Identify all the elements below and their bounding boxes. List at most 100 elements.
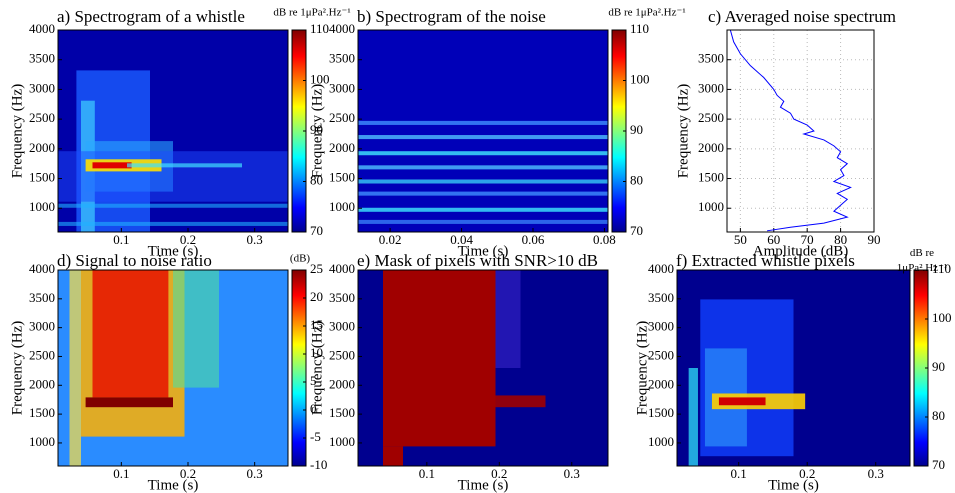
panel-title: a) Spectrogram of a whistle bbox=[57, 7, 245, 26]
x-tick-label: 0.3 bbox=[868, 466, 884, 481]
x-tick-label: 90 bbox=[868, 232, 881, 247]
spectrogram-texture bbox=[358, 207, 608, 212]
y-tick-label: 2000 bbox=[29, 140, 55, 155]
colorbar-tick-label: 15 bbox=[310, 317, 323, 332]
y-tick-label: 3000 bbox=[29, 319, 55, 334]
spectrogram-texture bbox=[358, 219, 608, 224]
y-tick-label: 2000 bbox=[329, 140, 355, 155]
colorbar-label: dB re 1μPa².Hz⁻¹ bbox=[273, 7, 350, 19]
spectrogram-texture bbox=[58, 151, 288, 202]
y-tick-label: 3000 bbox=[329, 319, 355, 334]
spectrogram-texture bbox=[688, 368, 698, 466]
y-tick-label: 3500 bbox=[698, 51, 724, 66]
x-axis-label: Time (s) bbox=[148, 243, 199, 259]
colorbar-tick-label: 110 bbox=[310, 21, 329, 36]
y-axis-label: Frequency (Hz) bbox=[309, 84, 325, 179]
x-tick-label: 0.2 bbox=[180, 232, 196, 247]
spectrum-line bbox=[729, 29, 852, 232]
y-tick-label: 2500 bbox=[329, 110, 355, 125]
colorbar-tick-label: 5 bbox=[310, 373, 317, 388]
y-tick-label: 1000 bbox=[698, 199, 724, 214]
x-tick-label: 0.02 bbox=[379, 232, 402, 247]
x-tick-label: 0.1 bbox=[419, 466, 435, 481]
colorbar-label: dB re 1μPa².Hz⁻¹ bbox=[608, 7, 685, 19]
y-tick-label: 2500 bbox=[698, 110, 724, 125]
y-tick-label: 1000 bbox=[29, 199, 55, 214]
y-tick-label: 1500 bbox=[29, 405, 55, 420]
x-tick-label: 0.08 bbox=[593, 232, 616, 247]
y-axis-label: Frequency (Hz) bbox=[9, 84, 25, 179]
y-tick-label: 3500 bbox=[329, 290, 355, 305]
colorbar-label-line: dB re bbox=[910, 247, 934, 259]
y-tick-label: 2000 bbox=[648, 376, 674, 391]
panel-title: b) Spectrogram of the noise bbox=[357, 7, 546, 26]
y-axis-label: Frequency (Hz) bbox=[309, 321, 325, 416]
colorbar-tick-label: 80 bbox=[932, 408, 945, 423]
x-tick-label: 0.2 bbox=[491, 466, 507, 481]
spectrogram-texture bbox=[92, 270, 169, 398]
y-tick-label: 4000 bbox=[648, 261, 674, 276]
axes-box bbox=[357, 269, 609, 467]
spectrogram-texture bbox=[358, 151, 608, 156]
colorbar-tick-label: 100 bbox=[310, 71, 330, 86]
spectrogram-texture bbox=[85, 397, 173, 408]
y-tick-label: 4000 bbox=[329, 261, 355, 276]
colorbar-tick-label: 70 bbox=[310, 223, 323, 238]
x-axis-label: Time (s) bbox=[458, 243, 509, 259]
spectrogram-texture bbox=[92, 162, 132, 169]
y-tick-label: 3500 bbox=[329, 51, 355, 66]
y-tick-label: 3500 bbox=[29, 290, 55, 305]
y-tick-label: 2500 bbox=[648, 347, 674, 362]
x-tick-label: 0.3 bbox=[564, 466, 580, 481]
colorbar-tick-label: 110 bbox=[932, 261, 951, 276]
spectrogram-texture bbox=[495, 270, 521, 368]
colorbar-tick-label: 10 bbox=[310, 345, 323, 360]
x-tick-label: 80 bbox=[834, 232, 847, 247]
y-tick-label: 4000 bbox=[329, 21, 355, 36]
x-axis-label: Time (s) bbox=[768, 477, 819, 493]
spectrogram-background bbox=[358, 30, 608, 232]
spectrogram-texture bbox=[358, 165, 608, 170]
colorbar-tick-label: 90 bbox=[310, 122, 323, 137]
y-tick-label: 1500 bbox=[29, 170, 55, 185]
axes-box bbox=[357, 29, 609, 233]
y-tick-label: 2000 bbox=[29, 376, 55, 391]
x-axis-label: Time (s) bbox=[148, 477, 199, 493]
colorbar-tick-label: 80 bbox=[310, 172, 323, 187]
x-tick-label: 0.1 bbox=[113, 466, 129, 481]
colorbar-tick-label: 90 bbox=[630, 122, 643, 137]
panel-title: f) Extracted whistle pixels bbox=[676, 251, 855, 270]
colorbar bbox=[291, 269, 307, 467]
y-tick-label: 1500 bbox=[329, 405, 355, 420]
colorbar-label: (dB) bbox=[290, 253, 311, 265]
colorbar-tick-label: 25 bbox=[310, 261, 323, 276]
colorbar-tick-label: 70 bbox=[932, 457, 945, 472]
colorbar-tick-label: -5 bbox=[310, 429, 321, 444]
spectrogram-texture bbox=[458, 395, 546, 408]
spectrogram-texture bbox=[358, 191, 608, 196]
colorbar-tick-label: 100 bbox=[932, 310, 952, 325]
x-tick-label: 0.1 bbox=[113, 232, 129, 247]
y-tick-label: 1000 bbox=[329, 434, 355, 449]
x-tick-label: 0.1 bbox=[731, 466, 747, 481]
x-tick-label: 0.3 bbox=[247, 232, 263, 247]
x-tick-label: 0.2 bbox=[799, 466, 815, 481]
y-axis-label: Frequency (Hz) bbox=[675, 84, 691, 179]
y-tick-label: 1500 bbox=[648, 405, 674, 420]
axes-box bbox=[726, 29, 875, 233]
y-tick-label: 3000 bbox=[329, 80, 355, 95]
y-tick-label: 1500 bbox=[329, 170, 355, 185]
colorbar-tick-label: 70 bbox=[630, 223, 643, 238]
y-tick-label: 2500 bbox=[29, 110, 55, 125]
y-tick-label: 3000 bbox=[698, 80, 724, 95]
colorbar-label: dB re 1μPa².Hz⁻¹ bbox=[897, 247, 947, 274]
panel-title: e) Mask of pixels with SNR>10 dB bbox=[357, 251, 598, 270]
spectrogram-texture bbox=[718, 397, 766, 406]
spectrogram-texture bbox=[127, 163, 242, 168]
panel-title: d) Signal to noise ratio bbox=[57, 251, 212, 270]
x-axis-label: Amplitude (dB) bbox=[753, 243, 848, 259]
x-axis-label: Time (s) bbox=[458, 477, 509, 493]
spectrogram-texture bbox=[358, 120, 608, 125]
axes-box bbox=[57, 269, 289, 467]
